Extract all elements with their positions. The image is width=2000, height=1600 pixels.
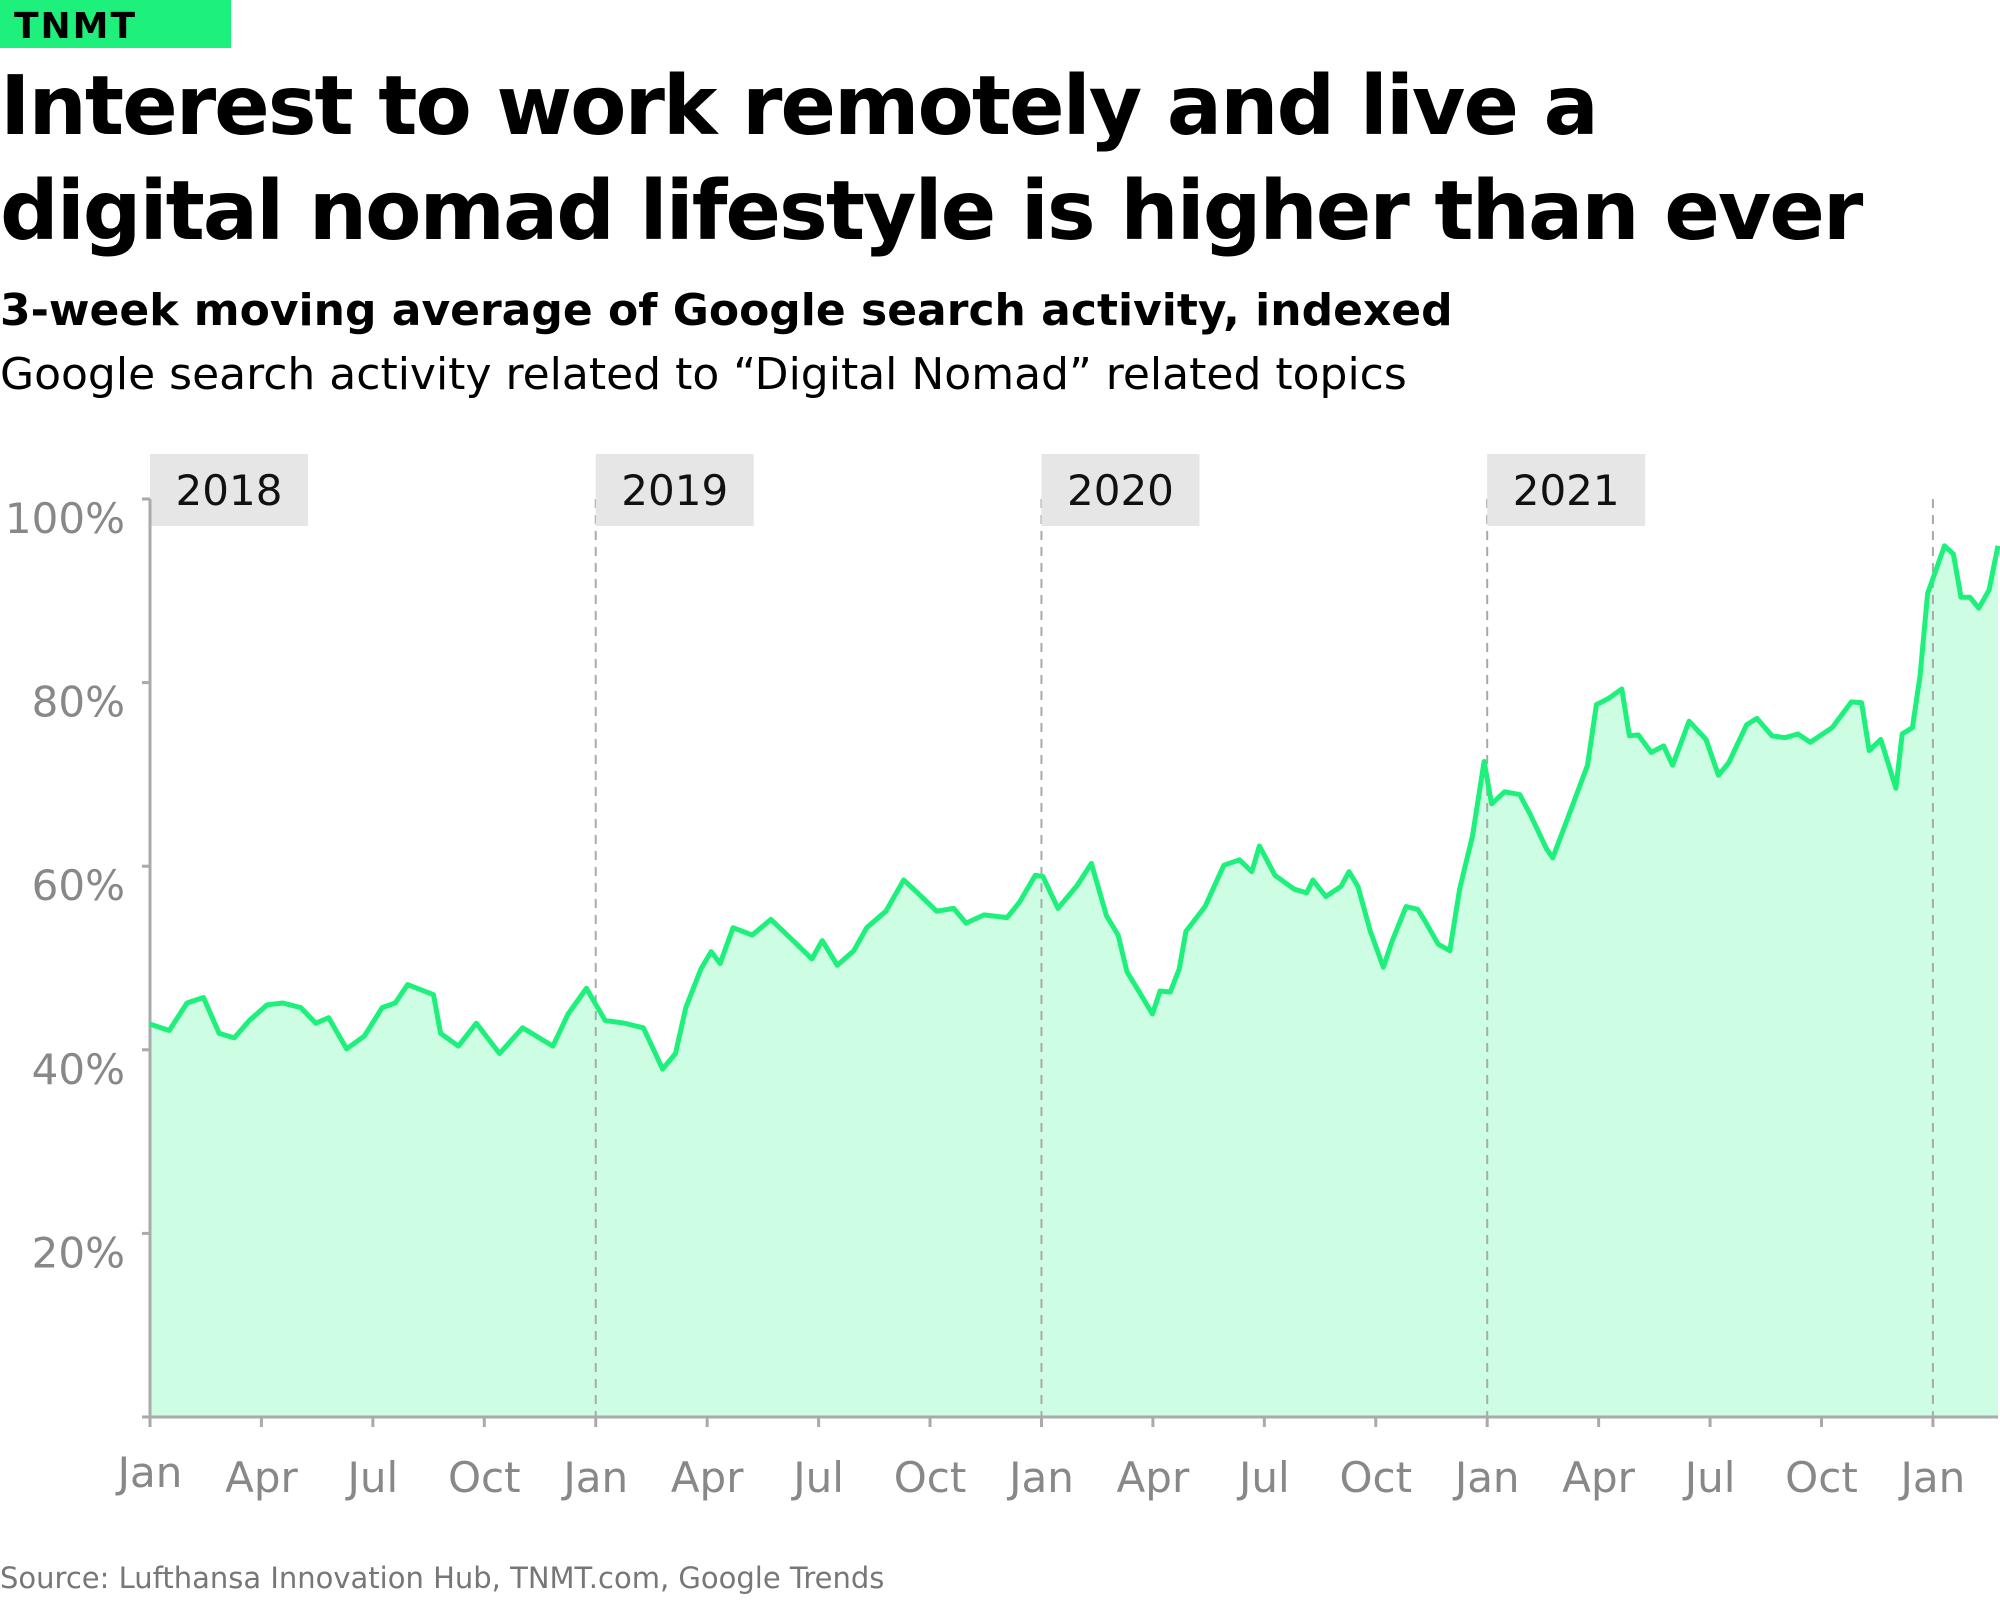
x-tick-label: Jan: [1452, 1453, 1520, 1502]
year-label: 2020: [1067, 466, 1174, 515]
x-tick-label: Jan: [115, 1448, 183, 1497]
y-tick-label: 20%: [32, 1228, 125, 1277]
x-tick-label: Jan: [1898, 1453, 1966, 1502]
x-tick-label: Oct: [894, 1453, 967, 1502]
year-label: 2021: [1513, 466, 1620, 515]
brand: TNMT: [14, 6, 137, 47]
year-box: [1041, 454, 1200, 526]
y-tick-label: 40%: [32, 1045, 125, 1094]
y-tick-label: 60%: [32, 861, 125, 910]
description: Google search activity related to “Digit…: [0, 349, 1407, 400]
y-tick-label: 100%: [5, 494, 125, 543]
x-tick-label: Apr: [1117, 1453, 1190, 1502]
y-tick-label: 80%: [32, 678, 125, 727]
title-line: digital nomad lifestyle is higher than e…: [0, 164, 1864, 259]
x-tick-label: Apr: [671, 1453, 744, 1502]
x-tick-label: Jul: [790, 1453, 844, 1502]
x-tick-label: Jul: [1236, 1453, 1290, 1502]
brand-badge: [0, 0, 231, 48]
title-line: Interest to work remotely and live a: [0, 59, 1597, 154]
x-tick-label: Jul: [345, 1453, 399, 1502]
x-tick-label: Oct: [1785, 1453, 1858, 1502]
x-tick-label: Apr: [225, 1453, 298, 1502]
chart-title: Interest to work remotely and live a digi…: [0, 59, 1864, 259]
x-tick-label: Apr: [1562, 1453, 1635, 1502]
year-box: [150, 454, 308, 526]
x-tick-label: Oct: [1339, 1453, 1412, 1502]
x-tick-label: Jan: [560, 1453, 628, 1502]
x-tick-label: Oct: [448, 1453, 521, 1502]
subtitle: 3-week moving average of Google search a…: [0, 285, 1453, 336]
x-tick-label: Jan: [1006, 1453, 1074, 1502]
line: [149, 543, 2000, 1072]
year-label: 2018: [176, 466, 283, 515]
year-label: 2019: [621, 466, 728, 515]
year-box: [595, 454, 754, 526]
x-tick-label: Jul: [1682, 1453, 1736, 1502]
year-box: [1487, 454, 1646, 526]
source: Source: Lufthansa Innovation Hub, TNMT.c…: [0, 1561, 884, 1595]
area: [150, 545, 1998, 1417]
